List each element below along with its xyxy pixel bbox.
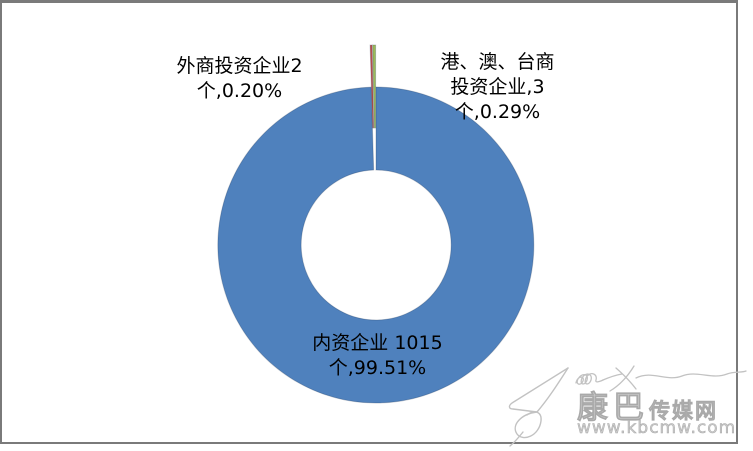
- data-label-foreign: 外商投资企业2 个,0.20%: [152, 54, 327, 104]
- donut-slice-foreign: [369, 44, 375, 129]
- data-label-line: 内资企业 1015: [312, 332, 443, 354]
- data-label-hmt: 港、澳、台商 投资企业,3 个,0.29%: [420, 50, 575, 125]
- data-label-line: 个,99.51%: [328, 357, 427, 379]
- data-label-line: 外商投资企业2: [176, 55, 303, 77]
- data-label-line: 港、澳、台商: [440, 51, 555, 73]
- data-label-domestic: 内资企业 1015 个,99.51%: [295, 331, 460, 381]
- chart-border: [0, 0, 738, 444]
- data-label-line: 个,0.20%: [196, 80, 283, 102]
- data-label-line: 投资企业,3: [450, 76, 545, 98]
- data-label-line: 个,0.29%: [454, 101, 541, 123]
- donut-slice-domestic: [217, 86, 535, 404]
- donut-slice-hmt: [372, 44, 377, 129]
